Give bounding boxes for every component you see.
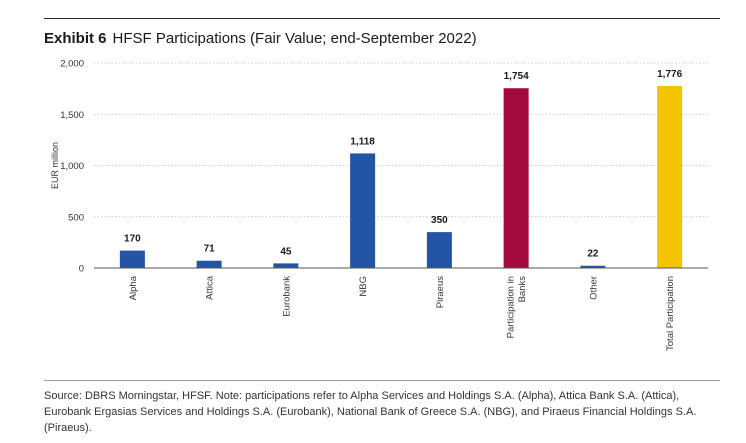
x-tick-label: Alpha	[128, 275, 139, 300]
data-label: 170	[124, 234, 141, 245]
x-tick-label: Eurobank	[281, 276, 292, 317]
bottom-rule	[44, 380, 720, 381]
x-tick-label: Attica	[205, 275, 216, 299]
data-label: 1,118	[350, 136, 375, 147]
x-tick-label-line: Alpha	[128, 275, 139, 300]
y-tick-label: 0	[79, 264, 84, 275]
x-tick-label-line: Participation in	[506, 276, 517, 338]
y-tick-label: 1,000	[60, 161, 84, 172]
bar	[503, 88, 529, 268]
top-rule	[44, 18, 720, 19]
y-tick-label: 1,500	[60, 110, 84, 121]
bar-chart: 0 500 1,000 1,500 2,000 EUR million 170 Alpha 71…	[50, 59, 708, 351]
x-tick-label: NBG	[358, 276, 369, 297]
bar	[580, 265, 606, 268]
x-tick-label-line: Other	[588, 276, 599, 300]
data-label: 350	[431, 215, 448, 226]
chart-title: Exhibit 6 HFSF Participations (Fair Value…	[44, 30, 477, 47]
bar	[196, 260, 222, 268]
title-text: HFSF Participations (Fair Value; end-Sep…	[112, 30, 477, 47]
x-tick-label-line: Total Participation	[665, 276, 676, 351]
exhibit-label: Exhibit 6	[44, 30, 107, 47]
x-tick-label-line: Piraeus	[435, 276, 446, 308]
x-tick-label-line: Eurobank	[281, 276, 292, 317]
x-tick-label: Other	[588, 276, 599, 300]
data-label: 1,776	[657, 69, 682, 80]
x-tick-label: Total Participation	[665, 276, 676, 351]
x-tick-label: Piraeus	[435, 276, 446, 308]
x-tick-label-line: NBG	[358, 276, 369, 297]
data-label: 45	[280, 246, 292, 257]
y-axis-label: EUR million	[50, 142, 60, 189]
source-note: Source: DBRS Morningstar, HFSF. Note: pa…	[44, 390, 697, 434]
x-tick-label-line: Banks	[517, 276, 528, 303]
y-tick-label: 2,000	[60, 59, 84, 70]
data-label: 1,754	[504, 71, 529, 82]
x-tick-label: Participation inBanks	[506, 276, 529, 339]
x-tick-label-line: Attica	[205, 275, 216, 299]
bar	[273, 263, 299, 268]
bar	[119, 250, 145, 268]
bar	[426, 232, 452, 268]
bar	[350, 153, 376, 268]
bar	[657, 85, 683, 269]
data-label: 22	[587, 249, 599, 260]
y-tick-label: 500	[68, 212, 84, 223]
data-label: 71	[204, 244, 216, 255]
